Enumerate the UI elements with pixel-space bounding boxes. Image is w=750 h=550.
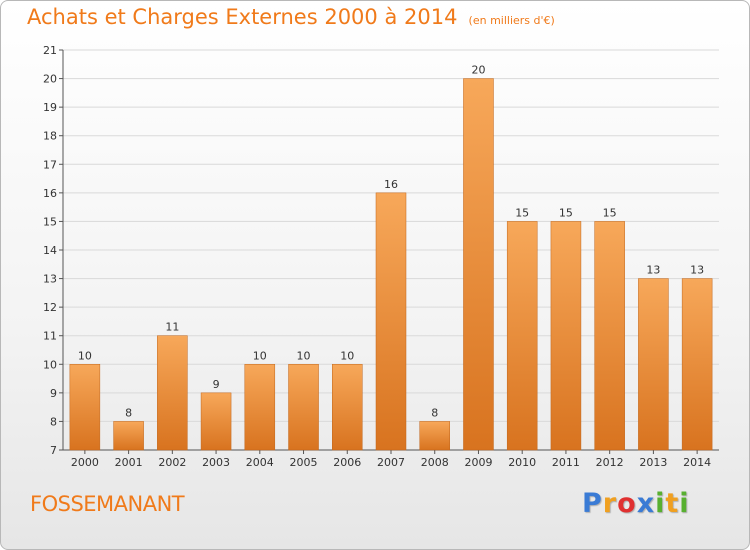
y-tick-label: 20: [43, 73, 57, 86]
proxiti-logo: Proxiti: [582, 488, 690, 519]
y-tick-label: 16: [43, 187, 57, 200]
value-label: 11: [165, 321, 179, 334]
bar-2007: [375, 192, 407, 451]
value-label: 10: [253, 349, 267, 362]
value-label: 15: [515, 206, 529, 219]
bar-2009: [463, 78, 494, 451]
x-tick-label: 2012: [596, 456, 624, 469]
y-tick-label: 9: [50, 387, 57, 400]
y-tick-label: 13: [43, 273, 57, 286]
bar-2001: [113, 421, 144, 451]
y-tick-label: 7: [50, 444, 57, 457]
value-label: 13: [690, 264, 704, 277]
value-label: 15: [603, 206, 617, 219]
bar-2002: [157, 335, 188, 451]
labels: 7 8 9 10 11 12 13 14 15 16 17 18 19 20 21 2000 10 2001 8 20…: [43, 44, 711, 469]
x-tick-label: 2000: [71, 456, 99, 469]
value-label: 8: [431, 406, 438, 419]
y-tick-label: 17: [43, 158, 57, 171]
x-tick-label: 2005: [290, 456, 318, 469]
y-tick-label: 10: [43, 358, 57, 371]
chart-unit: (en milliers d'€): [468, 14, 555, 27]
y-tick-label: 8: [50, 415, 57, 428]
bar-2008: [419, 421, 450, 451]
y-tick-label: 12: [43, 301, 57, 314]
value-label: 9: [213, 378, 220, 391]
logo-letter: t: [665, 488, 680, 519]
logo-letter: r: [602, 488, 618, 519]
value-label: 10: [340, 349, 354, 362]
bar-2006: [332, 364, 363, 451]
bar-2003: [200, 392, 232, 451]
x-tick-label: 2004: [246, 456, 274, 469]
value-label: 20: [471, 64, 485, 77]
place-name: FOSSEMANANT: [30, 492, 185, 516]
bar-2000: [69, 364, 101, 451]
bar-2013: [638, 278, 669, 451]
x-tick-label: 2009: [464, 456, 492, 469]
bar-2014: [681, 278, 713, 451]
value-label: 15: [559, 206, 573, 219]
value-label: 13: [646, 264, 660, 277]
y-tick-label: 21: [43, 44, 57, 57]
value-label: 10: [297, 349, 311, 362]
x-tick-label: 2001: [115, 456, 143, 469]
y-tick-label: 19: [43, 101, 57, 114]
value-label: 8: [125, 406, 132, 419]
y-tick-label: 15: [43, 215, 57, 228]
logo-letter: o: [617, 488, 637, 519]
bar-2005: [288, 364, 319, 451]
bars: [69, 78, 713, 451]
bar-2004: [244, 364, 276, 451]
y-tick-label: 18: [43, 130, 57, 143]
x-tick-label: 2008: [421, 456, 449, 469]
chart-title: Achats et Charges Externes 2000 à 2014: [27, 5, 458, 29]
logo-letter: i: [655, 488, 666, 519]
bar-2011: [550, 221, 582, 451]
x-tick-label: 2014: [683, 456, 711, 469]
y-tick-label: 14: [43, 244, 57, 257]
value-label: 16: [384, 178, 398, 191]
bar-2010: [506, 221, 538, 451]
x-tick-label: 2013: [639, 456, 667, 469]
y-tick-label: 11: [43, 330, 57, 343]
chart-title-block: Achats et Charges Externes 2000 à 2014 (…: [27, 5, 555, 29]
x-tick-label: 2006: [333, 456, 361, 469]
x-tick-label: 2002: [158, 456, 186, 469]
value-label: 10: [78, 349, 92, 362]
bar-2012: [594, 221, 625, 451]
x-tick-label: 2003: [202, 456, 230, 469]
x-tick-label: 2007: [377, 456, 405, 469]
logo-letter: x: [636, 488, 656, 519]
logo-letter: i: [679, 488, 690, 519]
x-tick-label: 2010: [508, 456, 536, 469]
logo-letter: P: [582, 488, 603, 519]
x-tick-label: 2011: [552, 456, 580, 469]
